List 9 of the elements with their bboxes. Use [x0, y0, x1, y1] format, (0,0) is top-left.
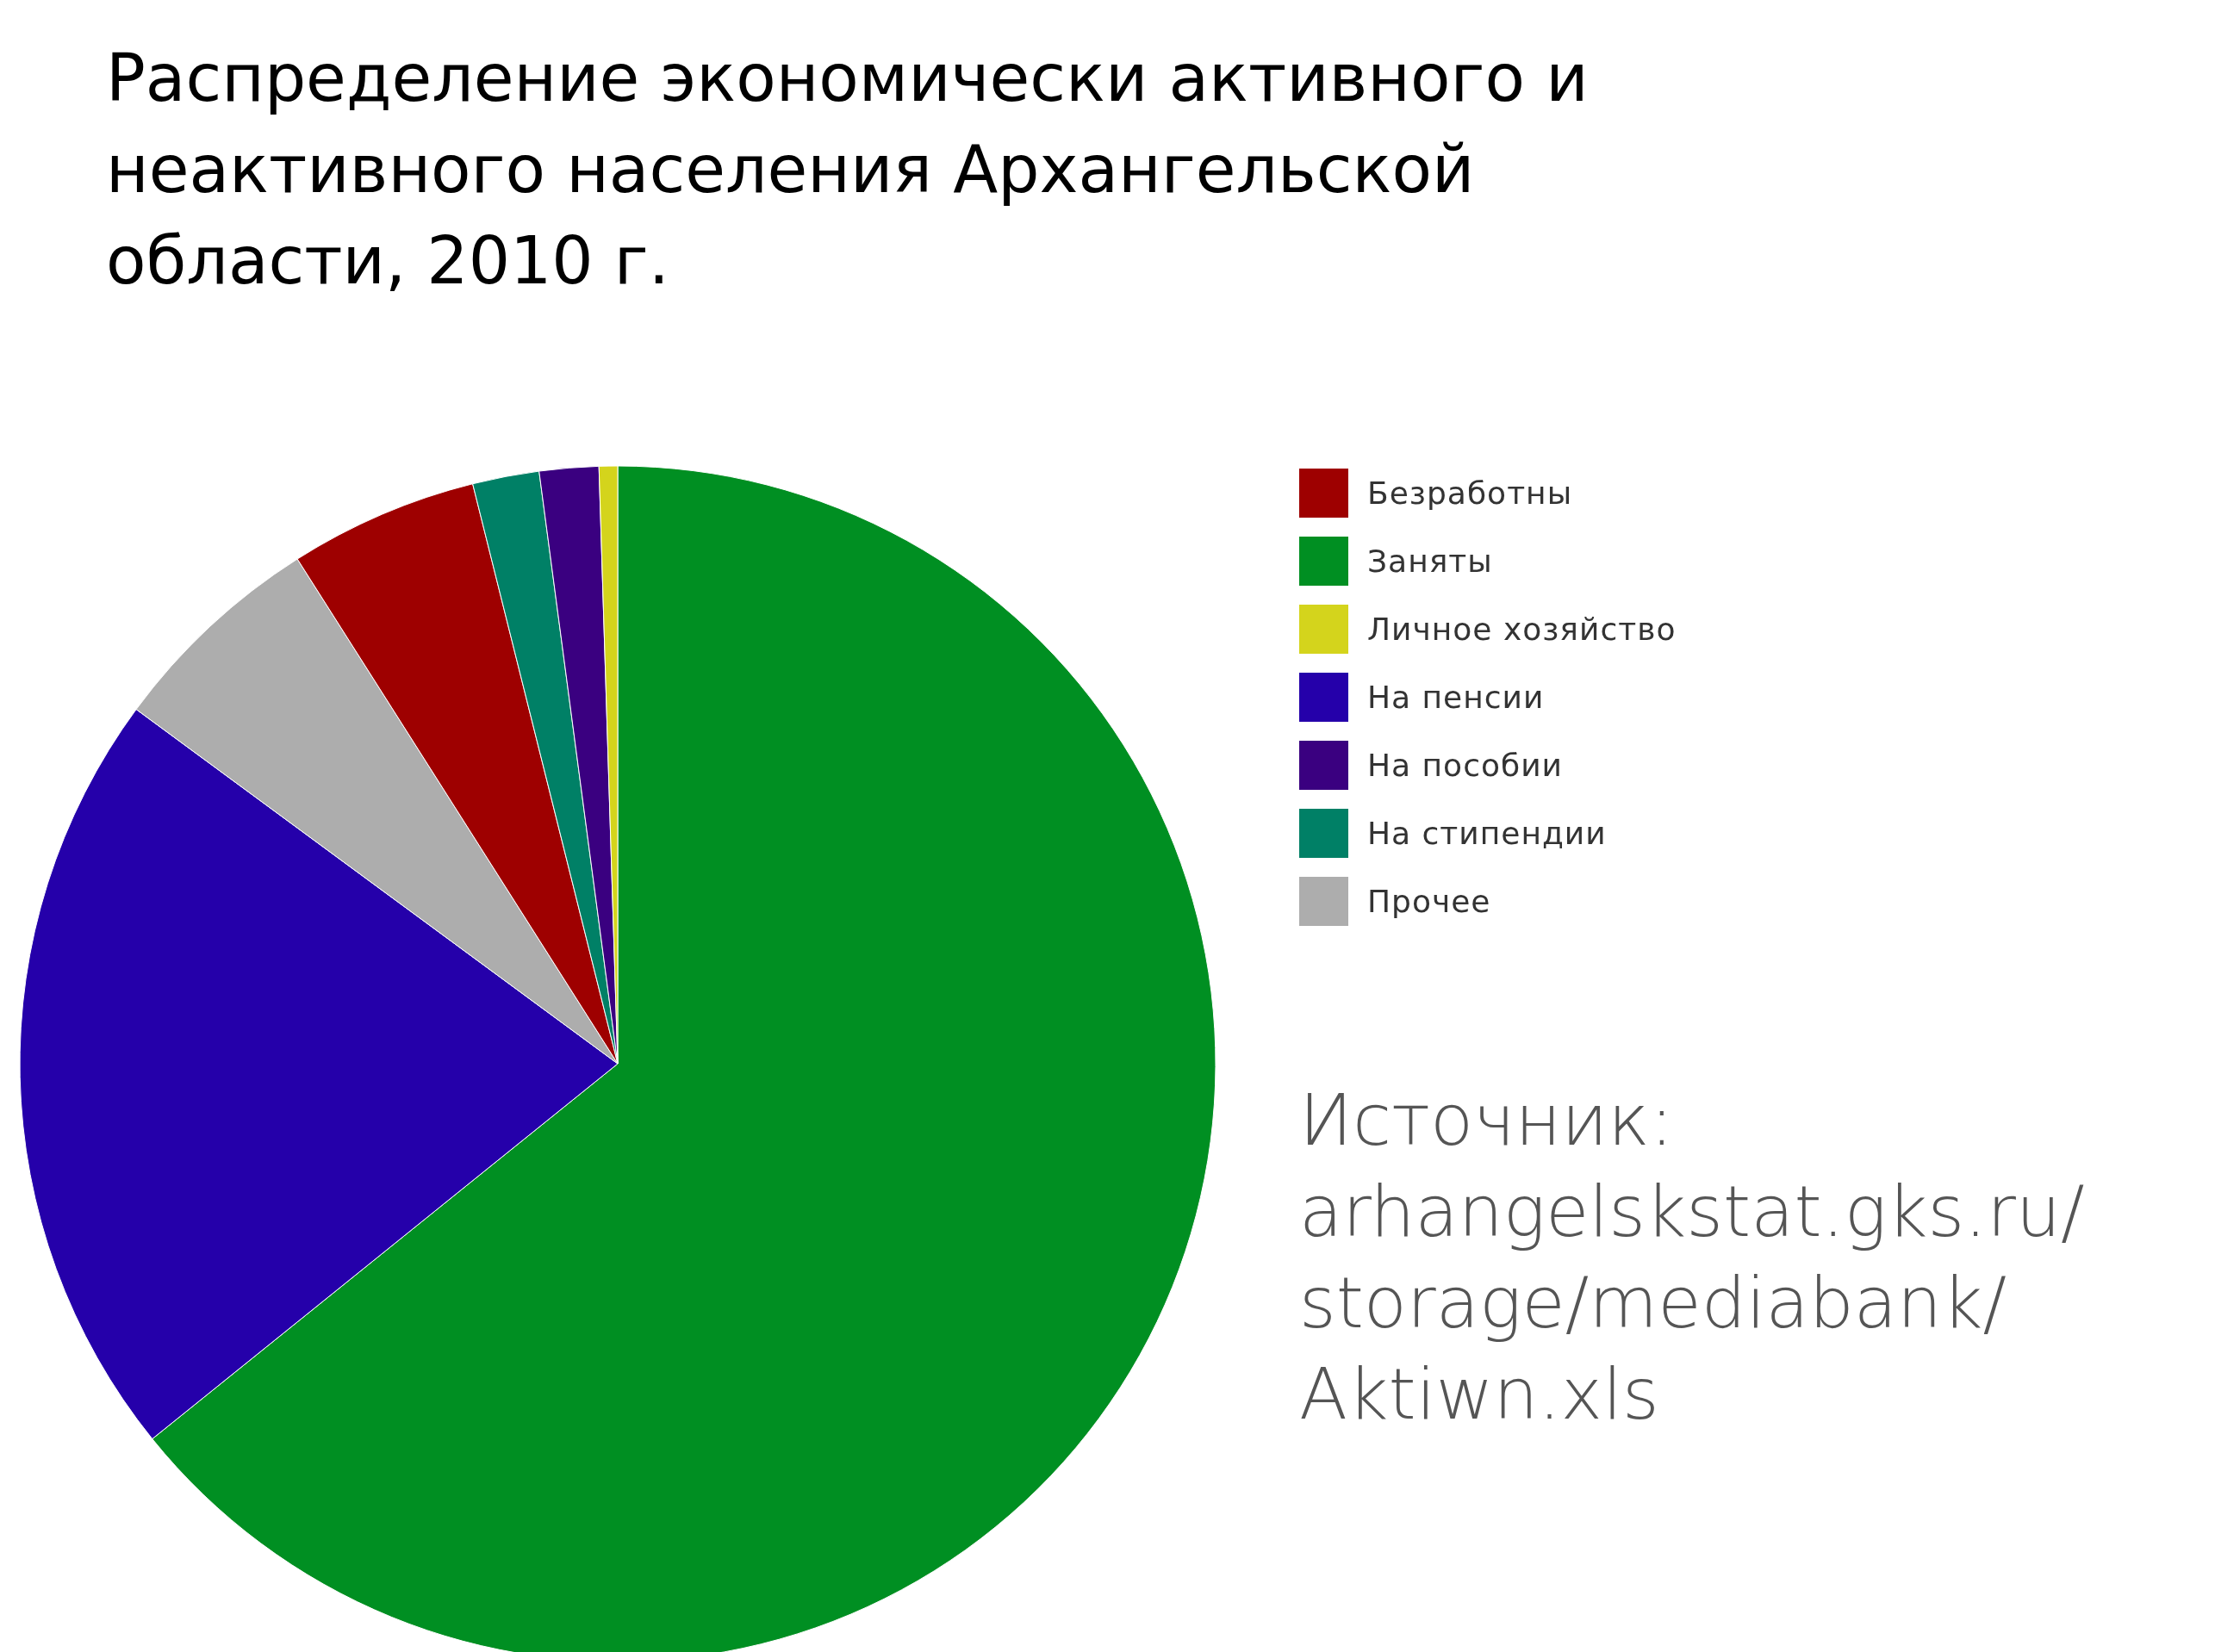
legend-label: Личное хозяйство	[1367, 612, 1677, 647]
legend-label: Заняты	[1367, 543, 1493, 579]
text: Источник: arhangelskstat.gks.ru/storage/mediabank/Aktiwn.xls	[1299, 1079, 2085, 1435]
legend-label: Безработны	[1367, 475, 1573, 511]
legend-label: На пенсии	[1367, 680, 1545, 715]
legend-label: На пособии	[1367, 748, 1563, 783]
legend-label: Прочее	[1367, 884, 1491, 919]
chart-title: Распределение экономически активного и неактивного населения Архангельской области, 2010 г.	[106, 39, 1590, 301]
legend-label: На стипендии	[1367, 816, 1607, 851]
